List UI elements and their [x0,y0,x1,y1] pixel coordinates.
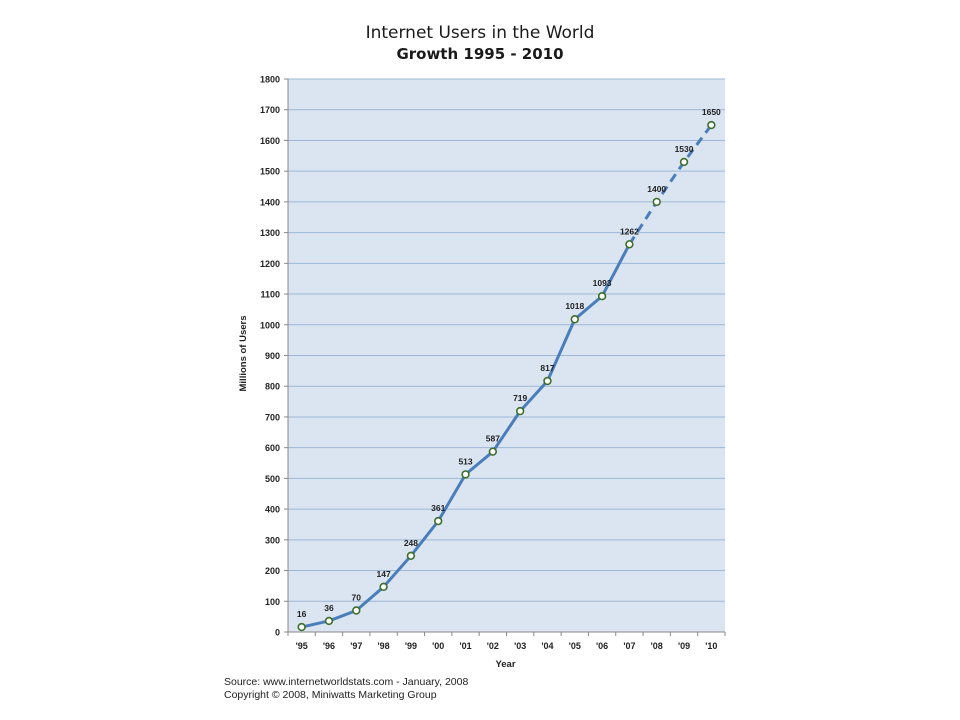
y-tick-label: 200 [265,566,280,576]
data-label: 147 [377,569,391,579]
x-tick-label: '09 [678,641,690,651]
y-tick-label: 600 [265,443,280,453]
data-label: 70 [352,592,362,602]
y-tick-label: 1200 [260,259,280,269]
data-label: 513 [458,456,472,466]
data-point [461,470,470,479]
data-point [625,240,634,249]
data-label: 1018 [565,301,584,311]
x-tick-label: '06 [596,641,608,651]
y-tick-label: 0 [275,628,280,638]
data-point [570,315,579,324]
data-point [679,157,689,167]
data-point [297,622,306,632]
y-axis-title: Millions of Users [238,315,249,391]
data-label: 16 [297,609,307,619]
data-point [707,120,716,130]
x-tick-label: '05 [569,641,581,651]
y-tick-label: 1500 [260,167,280,177]
x-axis-title: Year [495,659,515,670]
y-tick-label: 500 [265,474,280,484]
data-label: 248 [404,538,418,548]
data-label: 36 [324,603,334,613]
data-label: 1262 [620,226,639,236]
data-label: 587 [486,434,500,444]
data-point [515,406,525,416]
x-tick-label: '07 [623,641,635,651]
y-tick-label: 1400 [260,197,280,207]
x-tick-label: '10 [705,641,717,651]
data-point [488,447,498,456]
data-point [543,376,552,386]
data-point [379,582,388,592]
chart-title-block: Internet Users in the World Growth 1995 … [0,22,960,64]
copyright-note: Copyright © 2008, Miniwatts Marketing Gr… [224,689,437,701]
x-tick-label: '03 [514,641,526,651]
x-tick-label: '99 [405,641,417,651]
y-tick-label: 900 [265,351,280,361]
data-label: 719 [513,393,527,403]
data-point [324,616,334,626]
chart-footer: Source: www.internetworldstats.com - Jan… [224,676,468,702]
data-label: 817 [540,363,554,373]
y-tick-label: 100 [265,597,280,607]
x-tick-label: '98 [378,641,390,651]
data-point [597,292,607,301]
data-point [352,606,361,615]
x-tick-label: '00 [432,641,444,651]
y-tick-label: 1700 [260,105,280,115]
data-label: 1650 [702,107,721,117]
y-tick-label: 400 [265,505,280,515]
data-label: 1400 [647,184,666,194]
x-tick-label: '04 [541,641,553,651]
data-label: 361 [431,503,445,513]
source-note: Source: www.internetworldstats.com - Jan… [224,676,469,688]
x-tick-label: '95 [296,641,308,651]
x-tick-label: '96 [323,641,335,651]
data-point [652,197,661,207]
series-line-dashed [628,124,713,246]
y-tick-label: 1800 [260,75,280,85]
x-tick-label: '08 [651,641,663,651]
x-tick-label: '97 [350,641,362,651]
data-label: 1530 [675,144,694,154]
data-point [406,551,416,561]
x-tick-label: '02 [487,641,499,651]
x-tick-label: '01 [459,641,471,651]
y-tick-label: 1600 [260,136,280,146]
y-tick-label: 1300 [260,228,280,238]
y-tick-label: 1000 [260,320,280,330]
data-point [434,516,443,526]
data-label: 1093 [593,278,612,288]
y-tick-label: 700 [265,412,280,422]
y-tick-label: 800 [265,382,280,392]
chart-subtitle: Growth 1995 - 2010 [396,45,564,63]
y-tick-label: 300 [265,535,280,545]
y-tick-label: 1100 [260,290,280,300]
chart-title: Internet Users in the World [365,23,595,43]
